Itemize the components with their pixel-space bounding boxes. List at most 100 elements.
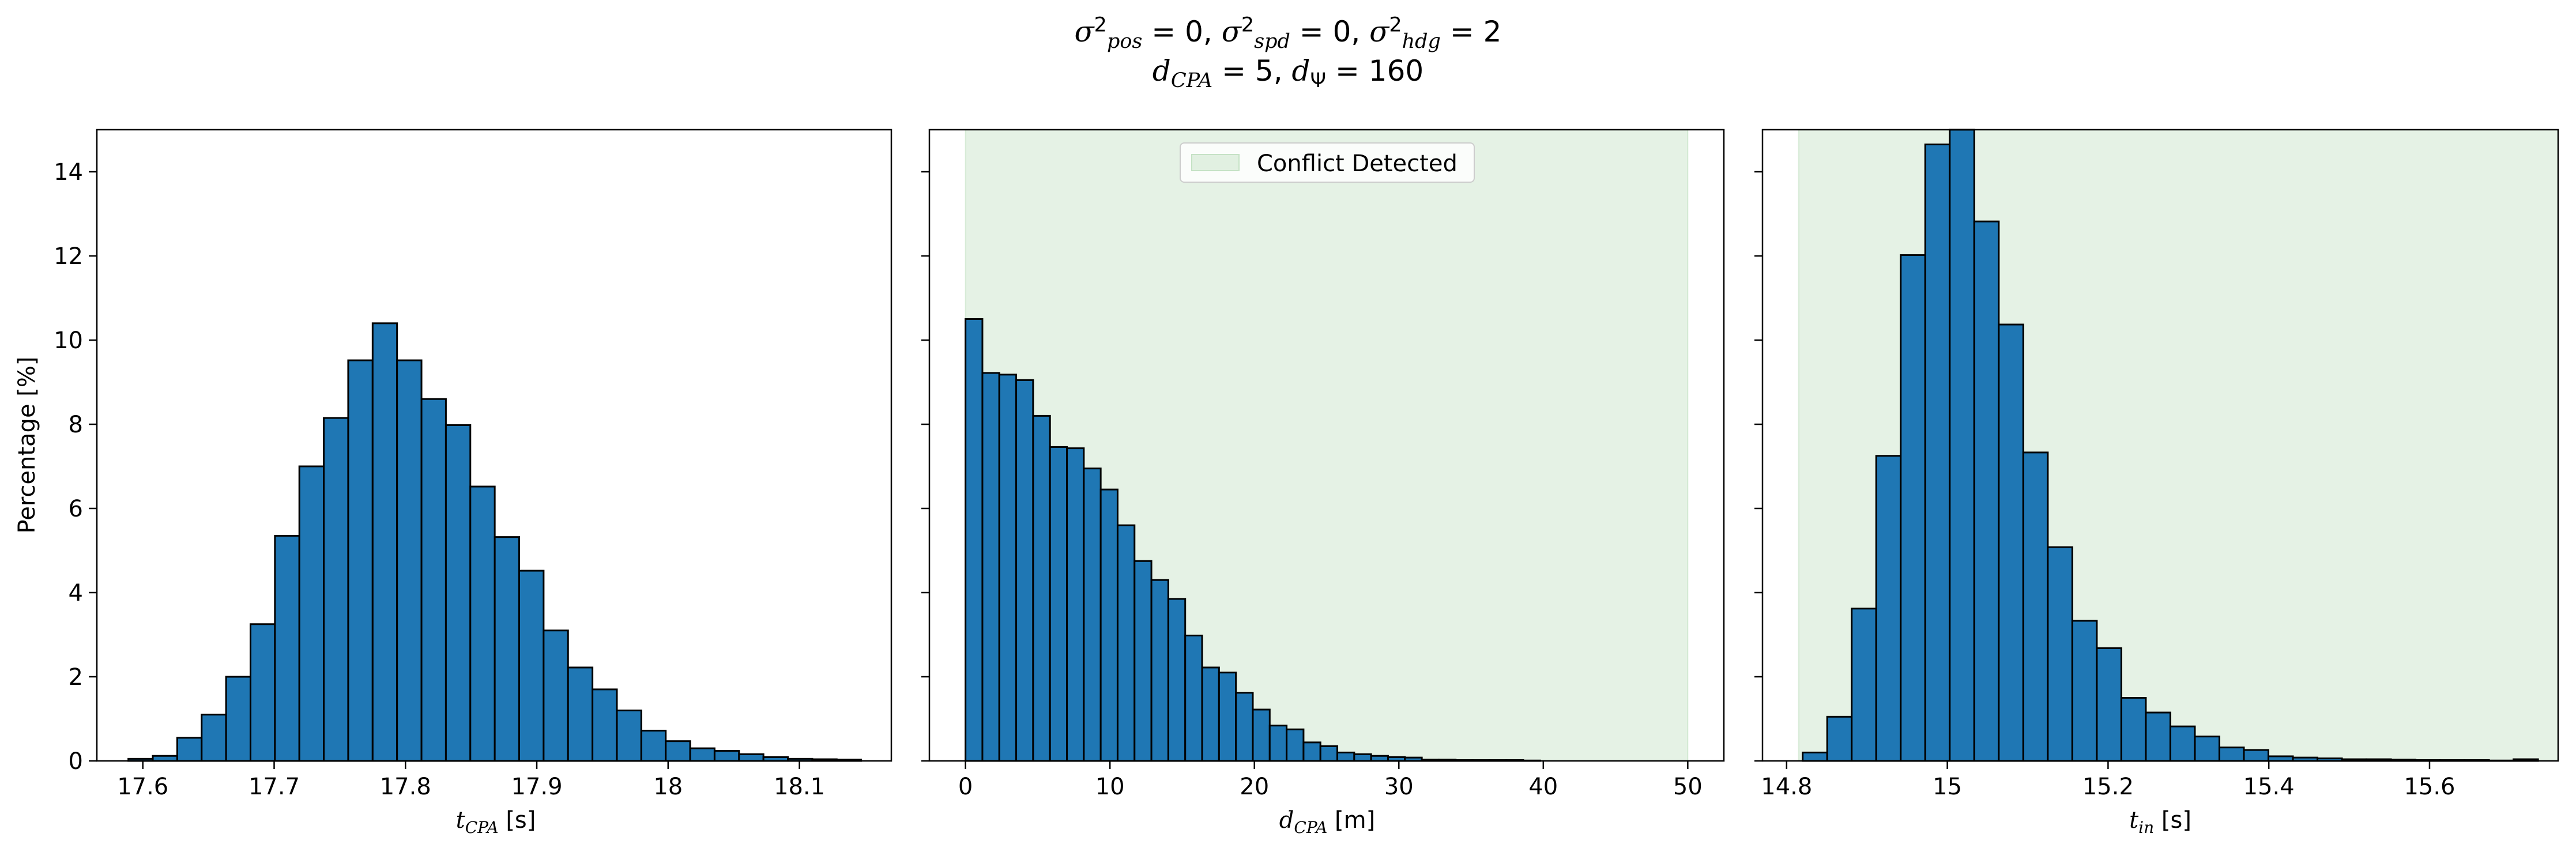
x-tick-label: 15.4 xyxy=(2243,774,2295,800)
histogram-bar xyxy=(469,485,496,762)
histogram-bar xyxy=(152,755,178,762)
histogram-bar xyxy=(1083,468,1102,762)
histogram-bar xyxy=(981,372,1000,762)
histogram-bar xyxy=(420,398,447,762)
legend-label-conflict: Conflict Detected xyxy=(1257,150,1458,177)
x-tick-label: 17.6 xyxy=(117,774,168,800)
histogram-bar xyxy=(1235,692,1254,762)
histogram-bar xyxy=(1924,144,1951,762)
histogram-bar xyxy=(274,534,300,762)
histogram-bar xyxy=(665,740,691,762)
histogram-bar xyxy=(396,359,423,762)
histogram-bar xyxy=(1066,447,1085,762)
histogram-bar xyxy=(2096,647,2122,762)
suptitle-line-2: dCPA = 5, dΨ = 160 xyxy=(1152,54,1424,92)
y-tick-label: 14 xyxy=(54,159,83,186)
histogram-bar xyxy=(965,318,984,762)
histogram-bar xyxy=(1201,666,1220,762)
y-tick-label: 2 xyxy=(69,664,83,691)
histogram-bar xyxy=(225,676,251,762)
axes-frame xyxy=(96,129,892,762)
histogram-bar xyxy=(1150,579,1169,762)
histogram-bar xyxy=(2169,725,2196,762)
histogram-bar xyxy=(1336,751,1355,762)
x-tick-label: 15.6 xyxy=(2404,774,2455,800)
histogram-bar xyxy=(738,753,764,762)
histogram-bar xyxy=(1032,414,1051,762)
histogram-bar xyxy=(1353,753,1372,762)
histogram-bar xyxy=(2194,736,2220,762)
histogram-bar xyxy=(640,729,667,762)
x-tick-label: 17.9 xyxy=(511,774,562,800)
legend: Conflict Detected xyxy=(1180,142,1475,183)
x-tick-label: 40 xyxy=(1528,774,1558,800)
histogram-bar xyxy=(689,747,715,762)
histogram-bar xyxy=(2071,620,2098,762)
histogram-bar xyxy=(298,465,325,762)
histogram-bar xyxy=(1268,725,1288,762)
panel-1: 17.6 17.7 17.8 17.9 18 18.1 0 2 4 6 8 10 12 14 xyxy=(54,129,892,800)
y-axis-label: Percentage [%] xyxy=(14,357,40,534)
panel-3: 14.8 15 15.2 15.4 15.6 xyxy=(1754,129,2559,800)
histogram-bar xyxy=(347,359,374,762)
histogram-bar xyxy=(1973,220,2000,762)
histogram-bar xyxy=(371,322,398,762)
histogram-bar xyxy=(998,374,1018,762)
histogram-bar xyxy=(1167,598,1187,762)
x-tick-label: 14.8 xyxy=(1761,774,1812,800)
x-tick-label: 17.8 xyxy=(380,774,431,800)
histogram-bar xyxy=(713,749,740,762)
histogram-bar xyxy=(592,688,618,762)
histogram-bar xyxy=(1049,446,1068,762)
y-tick-label: 12 xyxy=(54,243,83,270)
histogram-bar xyxy=(323,417,349,762)
histogram-bar xyxy=(1184,634,1203,762)
histogram-bar xyxy=(176,737,203,762)
x-tick-label: 20 xyxy=(1240,774,1269,800)
axes-frame xyxy=(928,129,1725,762)
histogram-bar xyxy=(1133,560,1153,762)
y-tick-label: 10 xyxy=(54,327,83,354)
axes-frame xyxy=(1761,129,2559,762)
x-tick-label: 18.1 xyxy=(774,774,825,800)
y-tick-label: 8 xyxy=(69,412,83,438)
x-tick-label: 50 xyxy=(1673,774,1703,800)
histogram-bar xyxy=(2047,546,2073,762)
x-tick-label: 10 xyxy=(1095,774,1125,800)
histogram-bar xyxy=(567,666,594,762)
histogram-bar xyxy=(2120,697,2147,762)
histogram-bar xyxy=(1875,455,1902,762)
histogram-bar xyxy=(2218,747,2245,762)
panel-2: 0 10 20 30 40 50 xyxy=(921,129,1725,800)
histogram-bar xyxy=(1319,745,1339,762)
histogram-bar xyxy=(1116,524,1136,762)
x-axis-label-dcpa: dCPA [m] xyxy=(1279,807,1376,837)
histogram-bar xyxy=(2022,451,2049,762)
histogram-bar xyxy=(1998,323,2024,762)
x-tick-label: 0 xyxy=(958,774,973,800)
x-tick-label: 30 xyxy=(1384,774,1414,800)
histogram-bar xyxy=(249,623,276,762)
histogram-bar xyxy=(1099,488,1118,762)
x-tick-label: 17.7 xyxy=(248,774,300,800)
histogram-bar xyxy=(1286,728,1305,762)
y-tick-label: 0 xyxy=(69,748,83,775)
histogram-bar xyxy=(1826,715,1853,762)
suptitle-line-1: σ2pos = 0, σ2spd = 0, σ2hdg = 2 xyxy=(1074,13,1502,53)
histogram-bar xyxy=(1802,751,1828,762)
histogram-bar xyxy=(201,714,227,762)
histogram-bar xyxy=(1949,129,1975,762)
histogram-bar xyxy=(1015,379,1034,762)
x-tick-label: 18 xyxy=(653,774,683,800)
y-tick-label: 6 xyxy=(69,496,83,522)
x-tick-label: 15.2 xyxy=(2082,774,2134,800)
x-axis-label-tin: tin [s] xyxy=(2129,807,2191,837)
legend-swatch-conflict xyxy=(1191,154,1240,171)
histogram-bar xyxy=(616,709,642,762)
histogram-bar xyxy=(494,536,521,762)
histogram-bar xyxy=(1370,755,1389,762)
histogram-bar xyxy=(543,629,569,762)
histogram-bar xyxy=(1851,608,1877,762)
histogram-bar xyxy=(1302,741,1321,762)
